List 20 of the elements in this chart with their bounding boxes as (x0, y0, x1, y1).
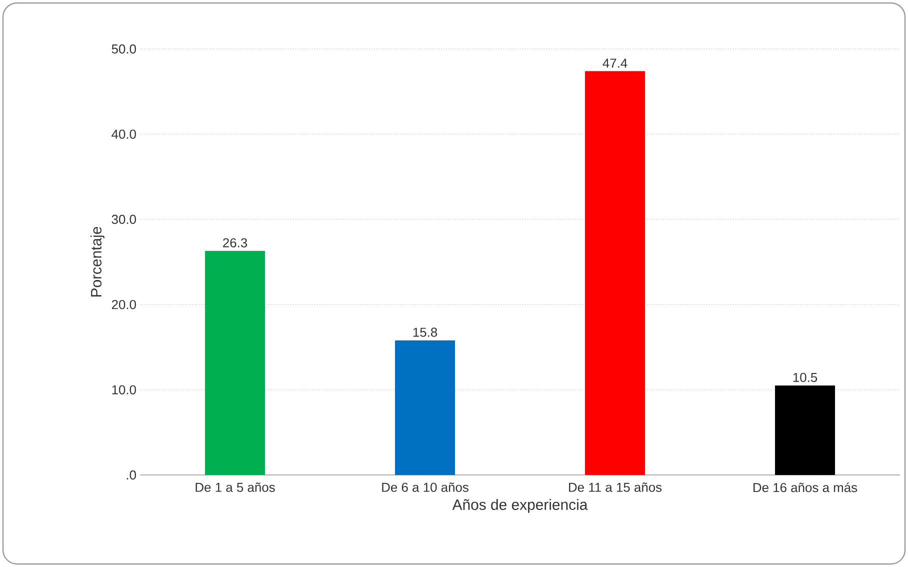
bar (585, 71, 646, 475)
data-label: 47.4 (602, 58, 628, 68)
y-tick-label: 30.0 (112, 214, 136, 224)
y-tick-label: 10.0 (112, 385, 136, 394)
data-label: 26.3 (223, 238, 248, 248)
bar (775, 386, 836, 475)
data-label: 10.5 (793, 372, 818, 382)
y-tick-label: 20.0 (112, 300, 136, 310)
x-tick-label: De 16 años a más (754, 482, 858, 492)
y-axis-title: Porcentaje (90, 226, 104, 296)
bar (395, 340, 456, 475)
x-axis-title: Años de experiencia (452, 499, 588, 513)
x-tick-label: De 11 a 15 años (569, 482, 662, 492)
y-tick-label: .0 (126, 470, 136, 480)
y-tick-label: 40.0 (112, 130, 136, 139)
x-tick-label: De 1 a 5 años (196, 482, 275, 492)
y-tick-label: 50.0 (112, 44, 136, 54)
bar (205, 250, 266, 475)
data-label: 15.8 (413, 328, 438, 337)
x-tick-label: De 6 a 10 años (382, 482, 468, 492)
